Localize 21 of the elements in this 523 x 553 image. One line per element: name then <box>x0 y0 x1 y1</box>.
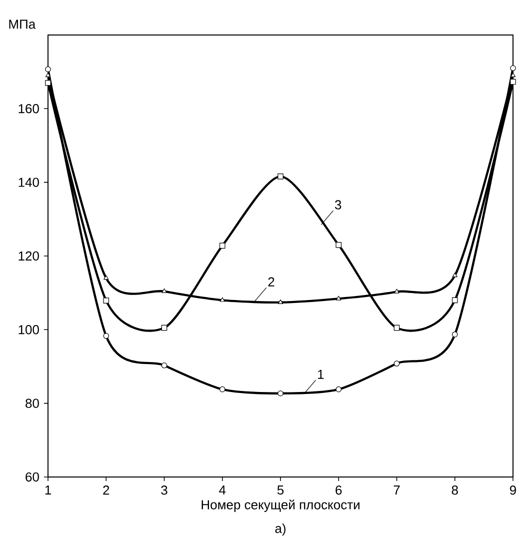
y-tick-label: 160 <box>18 104 39 114</box>
x-tick-label: 2 <box>103 486 110 495</box>
x-tick-label: 3 <box>161 486 168 495</box>
x-tick-label: 5 <box>277 486 284 495</box>
y-tick-label: 60 <box>26 472 39 482</box>
annotation: 1 <box>318 370 324 379</box>
x-tick-label: 7 <box>394 486 400 494</box>
y-tick-label: 100 <box>18 325 39 334</box>
x-tick-label: 1 <box>45 486 51 494</box>
annotation: 2 <box>268 277 274 286</box>
x-tick-label: 9 <box>510 486 516 495</box>
x-tick-label: 4 <box>219 486 226 494</box>
y-tick-label: 120 <box>18 251 39 261</box>
text: а) <box>275 524 286 536</box>
y-tick-label: 80 <box>26 398 39 408</box>
x-axis-title: Номер секущей плоскости <box>202 500 360 512</box>
annotation: 3 <box>334 200 342 210</box>
x-tick-label: 6 <box>336 486 342 495</box>
x-tick-label: 8 <box>452 486 458 495</box>
y-axis-title: МПа <box>9 20 36 29</box>
y-tick-label: 140 <box>18 178 39 187</box>
